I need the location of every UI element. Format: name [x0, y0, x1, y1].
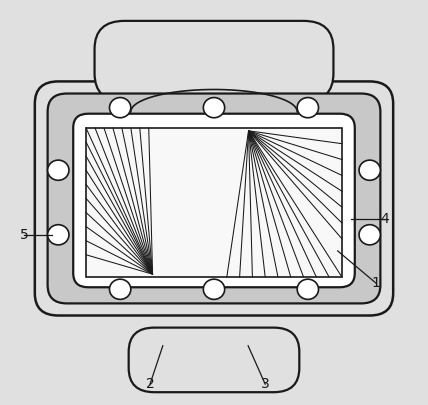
- FancyBboxPatch shape: [35, 81, 393, 315]
- Circle shape: [297, 279, 318, 299]
- Bar: [86, 128, 342, 277]
- Circle shape: [48, 160, 69, 180]
- Circle shape: [203, 98, 225, 118]
- FancyBboxPatch shape: [129, 328, 299, 392]
- Text: 2: 2: [146, 377, 155, 391]
- FancyBboxPatch shape: [48, 94, 380, 303]
- Circle shape: [359, 225, 380, 245]
- FancyBboxPatch shape: [73, 114, 355, 287]
- Circle shape: [110, 98, 131, 118]
- Text: 3: 3: [261, 377, 270, 391]
- Text: 1: 1: [372, 276, 380, 290]
- Circle shape: [359, 160, 380, 180]
- FancyBboxPatch shape: [95, 21, 333, 102]
- Circle shape: [203, 279, 225, 299]
- Text: 4: 4: [380, 212, 389, 226]
- Text: 5: 5: [20, 228, 29, 242]
- Circle shape: [48, 225, 69, 245]
- Circle shape: [297, 98, 318, 118]
- Circle shape: [110, 279, 131, 299]
